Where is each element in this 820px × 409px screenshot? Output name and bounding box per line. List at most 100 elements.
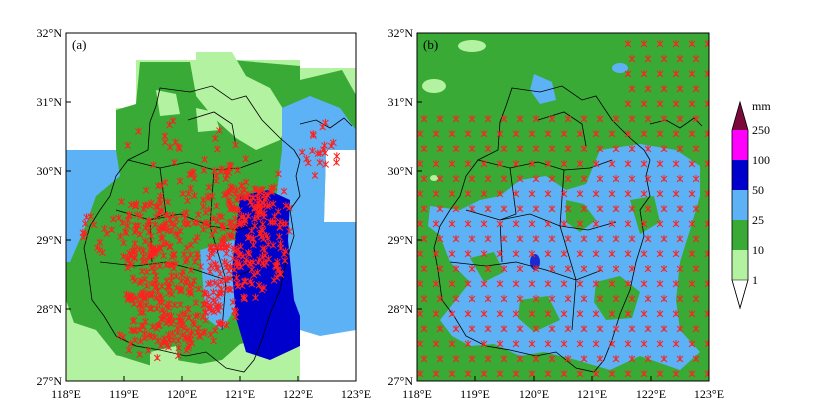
station-marker [226, 164, 233, 172]
station-marker [227, 262, 234, 271]
grid-marker [452, 355, 460, 363]
grid-marker [484, 355, 492, 363]
grid-marker [516, 295, 524, 303]
station-marker [124, 216, 132, 224]
station-marker [184, 220, 192, 228]
grid-marker [436, 205, 444, 213]
station-marker [192, 312, 200, 320]
grid-marker [660, 355, 668, 363]
station-marker [202, 308, 209, 317]
grid-marker [417, 130, 424, 138]
station-marker [333, 152, 341, 160]
grid-marker [496, 250, 504, 258]
grid-marker [704, 100, 709, 108]
grid-marker [512, 340, 520, 348]
grid-marker [436, 175, 444, 183]
station-marker [244, 190, 252, 198]
station-marker [138, 267, 146, 275]
station-marker [311, 171, 319, 179]
station-marker [161, 138, 169, 146]
grid-marker [548, 205, 556, 213]
grid-marker [656, 220, 664, 228]
station-marker [209, 214, 217, 223]
grid-marker [608, 160, 616, 168]
station-marker [216, 269, 224, 278]
grid-marker [468, 115, 476, 123]
grid-marker [448, 130, 456, 138]
station-marker [139, 246, 147, 254]
station-marker [167, 319, 175, 328]
station-marker [242, 178, 250, 186]
station-marker [79, 228, 87, 237]
grid-marker [512, 220, 520, 228]
station-marker [210, 336, 217, 345]
grid-marker [417, 220, 424, 228]
colorbar-swatch-10-25 [732, 220, 748, 250]
grid-marker [500, 145, 508, 153]
grid-marker [560, 280, 568, 288]
station-marker [172, 229, 180, 237]
station-marker [207, 330, 215, 339]
station-marker [232, 141, 239, 149]
station-marker [160, 251, 167, 260]
station-marker [220, 233, 228, 241]
grid-marker [528, 160, 536, 168]
grid-marker [432, 370, 440, 378]
station-marker [154, 246, 162, 254]
grid-marker [420, 205, 428, 213]
grid-marker [500, 295, 508, 303]
grid-marker [452, 325, 460, 333]
station-marker [169, 329, 176, 337]
grid-marker [580, 115, 588, 123]
station-marker [226, 274, 234, 282]
station-marker [205, 183, 213, 191]
station-marker [184, 305, 192, 313]
grid-marker [516, 265, 524, 273]
station-marker [240, 193, 248, 201]
grid-marker [612, 175, 620, 183]
grid-marker [417, 280, 424, 288]
station-marker [186, 170, 193, 178]
grid-marker [576, 220, 584, 228]
station-marker [172, 138, 179, 146]
grid-marker [672, 70, 680, 78]
station-marker [136, 350, 144, 359]
panel-b-ytick-32n: 32°N [388, 26, 414, 40]
grid-marker [644, 55, 652, 63]
grid-marker [592, 190, 600, 198]
station-marker [153, 354, 161, 362]
grid-marker [468, 145, 476, 153]
grid-marker [708, 326, 709, 332]
grid-marker [452, 235, 460, 243]
grid-marker [624, 160, 632, 168]
grid-marker [624, 310, 632, 318]
station-marker [161, 178, 169, 186]
grid-marker [580, 175, 588, 183]
grid-marker [480, 130, 488, 138]
panel-a: (a) 32°N 31°N 30°N 29°N 28°N 27°N 118°E … [37, 26, 372, 401]
grid-marker [544, 370, 552, 378]
grid-marker [496, 280, 504, 288]
station-marker [298, 148, 306, 156]
grid-marker [624, 220, 632, 228]
station-marker [194, 328, 201, 337]
grid-marker [484, 325, 492, 333]
station-marker [116, 330, 124, 339]
station-marker [269, 199, 277, 208]
grid-marker [628, 235, 636, 243]
panel-a-label: (a) [72, 37, 86, 52]
station-marker [176, 300, 184, 309]
station-marker [211, 134, 219, 142]
grid-marker [564, 355, 572, 363]
station-marker [276, 232, 283, 241]
station-marker [273, 261, 281, 269]
grid-marker [592, 340, 600, 348]
grid-marker [452, 205, 460, 213]
grid-marker [676, 295, 684, 303]
grid-marker [688, 40, 696, 48]
station-marker [219, 224, 227, 232]
panel-b-ytick-29n: 29°N [388, 233, 414, 247]
grid-marker [612, 325, 620, 333]
grid-marker [464, 190, 472, 198]
station-marker [127, 252, 135, 260]
